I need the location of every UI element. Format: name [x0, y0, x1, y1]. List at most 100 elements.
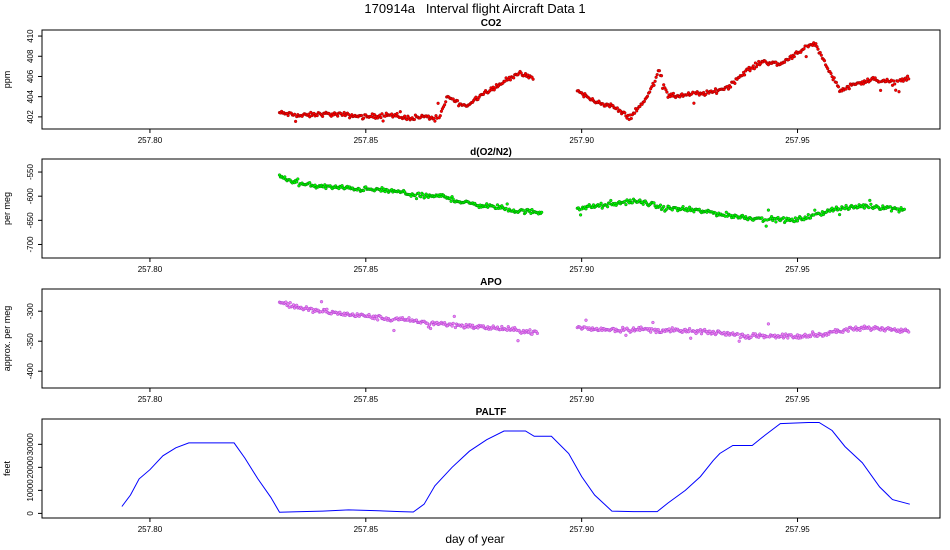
data-point: [505, 202, 509, 206]
data-point: [584, 318, 588, 322]
data-point: [760, 216, 764, 220]
data-point: [405, 117, 409, 122]
data-point: [432, 116, 436, 120]
chart-panel-o2n2: d(O2/N2) per meg 257.80 257.85 257.90 257.95 -…: [2, 147, 941, 274]
data-point: [443, 103, 447, 107]
data-point: [451, 321, 455, 325]
x-tick-label: 257.85: [354, 525, 379, 534]
data-point: [426, 114, 430, 118]
data-point: [733, 81, 737, 85]
data-point: [516, 339, 520, 343]
y-tick-label: 408: [26, 49, 35, 63]
x-tick-label: 257.90: [569, 136, 594, 145]
plot-frame: [41, 418, 941, 519]
data-point: [832, 76, 836, 80]
data-point: [822, 59, 827, 63]
data-point: [704, 92, 708, 96]
panel-title: CO2: [481, 18, 502, 29]
data-point: [774, 220, 778, 224]
panel-title: d(O2/N2): [470, 147, 512, 158]
data-point: [829, 71, 833, 76]
data-point: [897, 90, 901, 94]
data-point: [698, 327, 702, 332]
data-point: [307, 112, 311, 116]
data-point: [624, 202, 628, 207]
data-point: [628, 198, 632, 202]
data-point: [751, 64, 755, 68]
data-point: [309, 110, 313, 114]
plot-frame: [41, 158, 941, 259]
data-point: [308, 181, 312, 185]
data-point: [425, 321, 429, 325]
data-point: [381, 119, 385, 123]
data-point: [701, 90, 706, 95]
x-tick-label: 257.90: [569, 395, 594, 404]
data-point: [296, 177, 300, 181]
data-point: [774, 60, 778, 64]
data-point: [746, 333, 750, 338]
data-point: [781, 216, 786, 220]
chart-panel-co2: CO2 ppm 257.80 257.85 257.90 257.95 402 404 406 4…: [2, 18, 941, 145]
y-tick-label: 0: [26, 511, 35, 516]
data-point: [315, 113, 319, 118]
data-point: [834, 80, 838, 85]
data-point: [429, 326, 433, 331]
data-point: [657, 69, 661, 73]
data-point: [395, 111, 399, 116]
data-point: [854, 325, 858, 329]
y-tick-label: 402: [26, 110, 35, 124]
data-point: [837, 212, 842, 217]
data-point: [452, 314, 456, 318]
data-point: [766, 322, 770, 326]
data-point: [792, 54, 796, 59]
data-point: [818, 50, 822, 55]
y-tick-label: -700: [26, 236, 35, 253]
data-point: [641, 202, 645, 206]
data-point: [665, 207, 669, 211]
data-point: [623, 111, 627, 115]
data-point: [599, 201, 603, 205]
data-point: [836, 85, 841, 89]
data-point: [804, 54, 808, 59]
data-point: [528, 328, 532, 332]
y-tick-label: 20000: [26, 456, 35, 479]
data-point: [819, 53, 823, 57]
data-point: [455, 99, 460, 103]
x-tick-label: 257.95: [785, 265, 810, 274]
data-point: [421, 193, 425, 197]
data-point: [376, 318, 380, 322]
data-point: [372, 112, 376, 117]
y-tick-label: -300: [26, 303, 35, 320]
data-point: [712, 89, 716, 93]
data-point: [753, 61, 757, 65]
data-point: [294, 119, 298, 123]
data-point: [523, 71, 528, 76]
data-point: [523, 210, 528, 215]
data-point: [624, 333, 628, 337]
data-point: [757, 335, 761, 339]
data-point: [286, 113, 290, 118]
data-point: [512, 76, 516, 80]
data-point: [891, 79, 896, 83]
data-point: [658, 203, 663, 207]
data-point: [846, 329, 850, 333]
data-point: [284, 300, 288, 304]
data-point: [689, 336, 693, 340]
x-tick-label: 257.90: [569, 525, 594, 534]
data-point: [530, 207, 534, 212]
data-point: [907, 77, 911, 81]
data-point: [866, 77, 870, 81]
data-point: [438, 114, 442, 118]
data-point: [621, 325, 625, 329]
data-point: [444, 100, 448, 104]
data-point: [295, 180, 299, 184]
data-point: [451, 197, 455, 201]
y-axis-label: per meg: [2, 192, 12, 225]
data-point: [753, 332, 757, 336]
data-point: [686, 330, 691, 334]
chart-panel-paltf: PALTF feet 257.80 257.85 257.90 257.95 0 100002…: [2, 407, 941, 534]
y-tick-label: 404: [26, 89, 35, 103]
data-point: [419, 195, 423, 199]
data-point: [631, 326, 636, 330]
series-points: [277, 41, 911, 123]
